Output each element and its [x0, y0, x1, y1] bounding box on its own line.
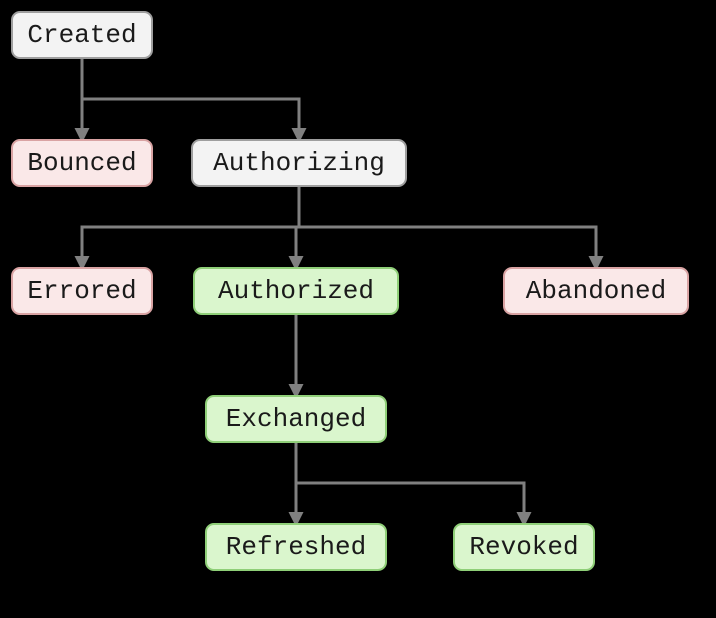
node-authorized: Authorized	[194, 268, 398, 314]
node-abandoned: Abandoned	[504, 268, 688, 314]
node-authorized-label: Authorized	[218, 276, 374, 306]
node-errored: Errored	[12, 268, 152, 314]
edge-authorizing-errored	[82, 186, 299, 268]
node-revoked-label: Revoked	[469, 532, 578, 562]
node-exchanged-label: Exchanged	[226, 404, 366, 434]
node-revoked: Revoked	[454, 524, 594, 570]
edge-created-authorizing	[82, 58, 299, 140]
node-refreshed-label: Refreshed	[226, 532, 366, 562]
node-authorizing-label: Authorizing	[213, 148, 385, 178]
state-flowchart: Created Bounced Authorizing Errored Authoriz…	[0, 0, 716, 618]
node-created-label: Created	[27, 20, 136, 50]
node-bounced-label: Bounced	[27, 148, 136, 178]
edge-exchanged-revoked	[296, 442, 524, 524]
edge-authorizing-abandoned	[299, 186, 596, 268]
nodes-layer: Created Bounced Authorizing Errored Authoriz…	[12, 12, 688, 570]
node-exchanged: Exchanged	[206, 396, 386, 442]
node-errored-label: Errored	[27, 276, 136, 306]
node-authorizing: Authorizing	[192, 140, 406, 186]
node-abandoned-label: Abandoned	[526, 276, 666, 306]
node-bounced: Bounced	[12, 140, 152, 186]
node-refreshed: Refreshed	[206, 524, 386, 570]
node-created: Created	[12, 12, 152, 58]
